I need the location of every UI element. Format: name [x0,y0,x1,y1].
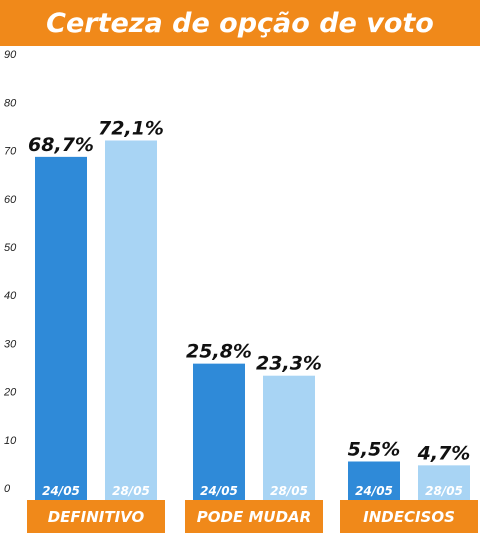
series-date-label: 28/05 [425,484,463,498]
y-tick-label: 70 [4,146,17,158]
bar [263,375,315,500]
chart-title: Certeza de opção de voto [46,8,434,39]
series-date-label: 28/05 [112,484,150,498]
data-label: 4,7% [417,442,471,464]
bar [35,156,87,500]
series-date-label: 24/05 [355,484,393,498]
y-tick-label: 50 [4,242,17,254]
category-label: DEFINITIVO [48,508,145,526]
y-tick-label: 60 [4,194,17,206]
y-axis: 0 10 20 30 40 50 60 70 80 90 [3,49,17,495]
y-tick-label: 80 [4,97,17,109]
category-bands: DEFINITIVO PODE MUDAR INDECISOS [27,500,478,533]
bar [193,363,245,500]
y-tick-label: 90 [4,49,17,61]
y-tick-label: 0 [4,483,11,495]
category-label: PODE MUDAR [197,508,311,526]
category-band [27,500,165,533]
bar [348,461,400,500]
bar [418,465,470,500]
y-tick-label: 20 [3,387,17,399]
data-label: 23,3% [256,353,322,375]
data-label: 5,5% [348,438,401,460]
y-tick-label: 10 [4,435,17,447]
category-band [340,500,478,533]
title-banner [0,0,480,46]
y-tick-label: 40 [4,290,17,302]
data-label: 25,8% [186,341,252,363]
bar [105,140,157,500]
category-band [185,500,323,533]
category-label: INDECISOS [363,508,455,526]
series-date-label: 28/05 [270,484,308,498]
y-tick-label: 30 [4,338,17,350]
series-date-label: 24/05 [200,484,238,498]
series-date-label: 24/05 [42,484,80,498]
bars: 68,7% 24/05 72,1% 28/05 25,8% 24/05 23,3% 28/05… [28,117,470,500]
data-label: 72,1% [98,117,164,139]
data-label: 68,7% [28,134,94,156]
